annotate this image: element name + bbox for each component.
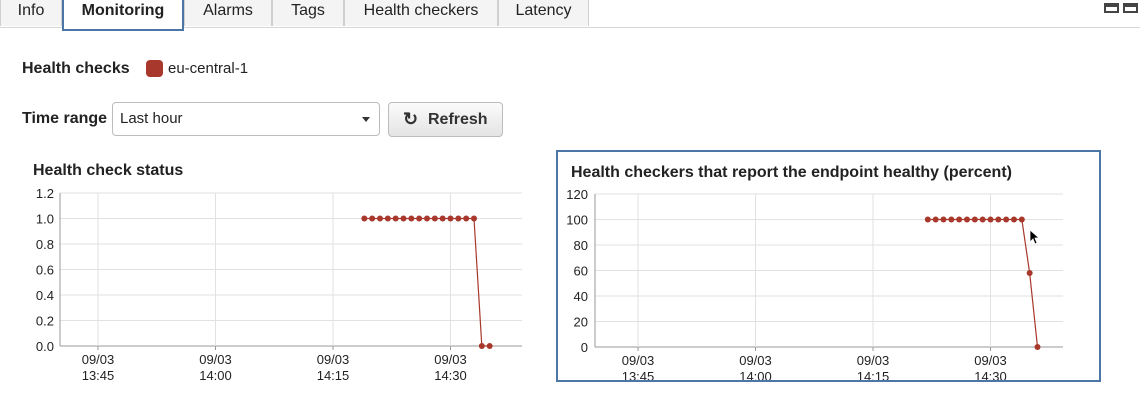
data-point <box>369 215 376 222</box>
data-point <box>439 215 446 222</box>
y-tick-label: 0.4 <box>36 288 54 303</box>
data-point <box>416 215 423 222</box>
data-point <box>377 215 383 222</box>
refresh-button[interactable]: ↻ Refresh <box>388 102 503 137</box>
data-point <box>924 216 931 223</box>
x-tick-label: 14:15 <box>317 368 350 382</box>
tab-tags[interactable]: Tags <box>272 0 344 26</box>
data-point <box>932 216 939 223</box>
data-point <box>424 215 430 222</box>
data-point <box>1003 216 1010 223</box>
data-point <box>486 343 493 349</box>
tab-health-checkers[interactable]: Health checkers <box>344 0 498 26</box>
x-tick-label: 14:15 <box>857 369 890 380</box>
chart-svg: 02040608010012009/0313:4509/0314:0009/03… <box>566 187 1063 380</box>
data-point <box>392 215 399 222</box>
y-tick-label: 0.0 <box>36 339 54 354</box>
chevron-down-icon <box>362 117 370 122</box>
legend-label: eu-central-1 <box>168 60 249 77</box>
data-point <box>1034 344 1041 350</box>
data-point <box>408 215 415 222</box>
chart-svg: 0.00.20.40.60.81.01.209/0313:4509/0314:0… <box>36 186 522 382</box>
x-tick-label: 14:30 <box>974 369 1007 380</box>
y-tick-label: 60 <box>574 264 588 279</box>
data-point <box>995 216 1002 223</box>
tab-monitoring[interactable]: Monitoring <box>62 0 184 31</box>
x-tick-label: 09/03 <box>199 352 232 367</box>
y-tick-label: 0.2 <box>36 314 54 329</box>
x-tick-label: 13:45 <box>622 369 655 380</box>
data-point <box>455 215 462 222</box>
data-point <box>384 215 391 222</box>
data-point <box>1011 216 1017 223</box>
data-point <box>971 216 978 223</box>
refresh-icon: ↻ <box>403 109 419 129</box>
healthy-percent-chart[interactable]: Health checkers that report the endpoint… <box>556 150 1101 382</box>
time-range-label: Time range <box>22 110 108 127</box>
tab-latency[interactable]: Latency <box>498 0 589 26</box>
data-point <box>361 215 368 222</box>
y-tick-label: 1.0 <box>36 212 54 227</box>
x-tick-label: 09/03 <box>974 353 1007 368</box>
data-point <box>471 215 477 222</box>
data-point <box>431 215 438 222</box>
refresh-button-label: Refresh <box>428 111 488 128</box>
health-check-status-chart: Health check status 0.0 0.2 0.4 0.6 0.8 1.0 1.… <box>22 150 544 382</box>
y-tick-label: 0 <box>581 340 588 355</box>
data-point <box>964 216 970 223</box>
legend-swatch <box>146 60 163 77</box>
chart-title: Health checkers that report the endpoint… <box>571 164 1012 181</box>
data-point <box>447 215 454 222</box>
tab-info[interactable]: Info <box>0 0 62 26</box>
data-point <box>1018 216 1025 223</box>
data-point <box>463 215 470 222</box>
health-checks-label: Health checks <box>22 60 130 77</box>
x-tick-label: 09/03 <box>317 352 350 367</box>
y-tick-label: 0.8 <box>36 237 54 252</box>
data-point <box>1026 270 1033 277</box>
panel-toggle-group <box>1100 0 1138 18</box>
x-tick-label: 09/03 <box>739 353 772 368</box>
x-tick-label: 09/03 <box>622 353 655 368</box>
panel-view-icon[interactable] <box>1123 3 1138 13</box>
split-view-icon[interactable] <box>1104 3 1119 13</box>
x-tick-label: 09/03 <box>434 352 467 367</box>
x-tick-label: 14:30 <box>434 368 467 382</box>
y-tick-label: 100 <box>566 213 588 228</box>
time-range-select[interactable]: Last hour <box>112 102 380 136</box>
data-point <box>478 343 485 349</box>
data-point <box>948 216 955 223</box>
tab-bar: Info Monitoring Alarms Tags Health check… <box>0 0 1140 31</box>
chart-title: Health check status <box>33 162 184 179</box>
time-range-value: Last hour <box>120 110 183 127</box>
data-point <box>956 216 963 223</box>
x-tick-label: 14:00 <box>739 369 772 380</box>
series-line <box>927 218 1039 348</box>
x-tick-label: 13:45 <box>82 368 115 382</box>
y-tick-label: 1.2 <box>36 186 54 201</box>
data-point <box>987 216 994 223</box>
y-tick-label: 20 <box>574 315 588 330</box>
data-point <box>940 216 947 223</box>
x-tick-label: 14:00 <box>199 368 232 382</box>
y-tick-label: 40 <box>574 289 588 304</box>
data-point <box>400 215 407 222</box>
y-tick-label: 80 <box>574 238 588 253</box>
tab-alarms[interactable]: Alarms <box>184 0 272 26</box>
x-tick-label: 09/03 <box>857 353 890 368</box>
data-point <box>979 216 986 223</box>
mouse-cursor-icon <box>1029 229 1041 245</box>
series-line <box>364 217 490 347</box>
y-tick-label: 0.6 <box>36 263 54 278</box>
y-tick-label: 120 <box>566 187 588 202</box>
x-tick-label: 09/03 <box>82 352 115 367</box>
